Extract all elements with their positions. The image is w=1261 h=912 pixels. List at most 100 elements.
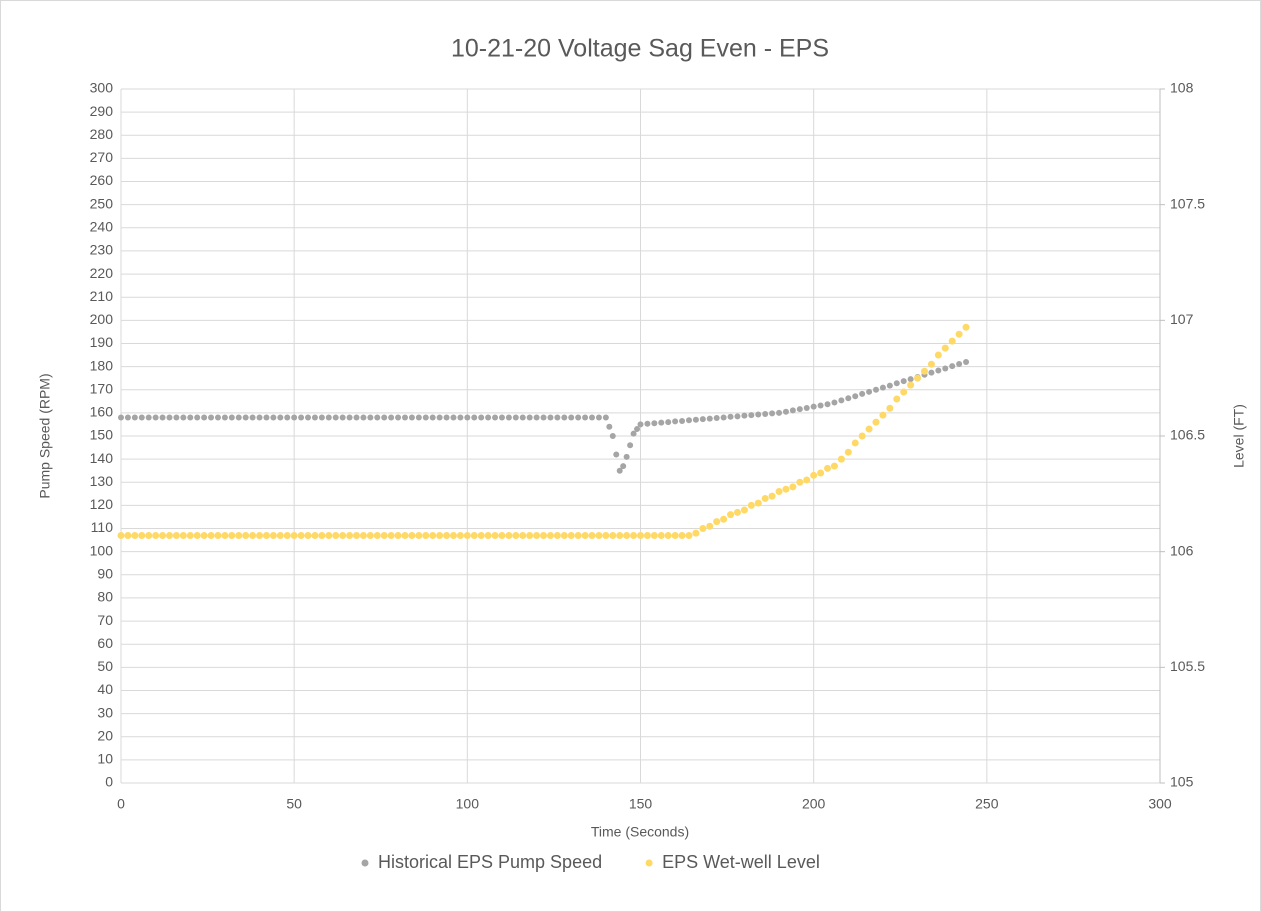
point — [713, 518, 721, 526]
point — [665, 419, 672, 426]
point — [408, 414, 415, 421]
point — [658, 419, 665, 426]
point — [138, 531, 146, 539]
point — [249, 531, 257, 539]
point — [567, 531, 575, 539]
point — [256, 531, 264, 539]
point — [803, 405, 810, 412]
point — [606, 423, 613, 430]
point — [830, 462, 838, 470]
point — [748, 412, 755, 419]
x-tick-label: 100 — [456, 796, 480, 812]
point — [817, 402, 824, 409]
point — [553, 531, 561, 539]
y2-tick-label: 107 — [1170, 311, 1194, 327]
point — [575, 414, 582, 421]
point — [145, 414, 152, 421]
point — [637, 421, 644, 428]
point — [408, 531, 416, 539]
point — [692, 416, 699, 423]
point — [962, 323, 970, 331]
point — [519, 531, 527, 539]
point — [858, 432, 866, 440]
point — [443, 531, 451, 539]
point — [706, 415, 713, 422]
point — [602, 414, 609, 421]
point — [401, 531, 409, 539]
y-tick-label: 130 — [90, 473, 114, 489]
point — [145, 531, 153, 539]
point — [900, 378, 907, 385]
y-tick-label: 280 — [90, 126, 114, 142]
point — [214, 414, 221, 421]
y-tick-label: 10 — [97, 751, 113, 767]
point — [789, 483, 797, 491]
point — [353, 414, 360, 421]
point — [630, 430, 637, 437]
point — [872, 418, 880, 426]
point — [907, 381, 915, 389]
point — [547, 414, 554, 421]
point — [927, 360, 935, 368]
point — [941, 344, 949, 352]
point — [560, 531, 568, 539]
point — [270, 414, 277, 421]
point — [824, 464, 832, 472]
point — [478, 414, 485, 421]
point — [734, 413, 741, 420]
point — [305, 414, 312, 421]
point — [526, 414, 533, 421]
point — [706, 522, 714, 530]
point — [214, 531, 222, 539]
point — [664, 531, 672, 539]
point — [117, 531, 125, 539]
point — [893, 380, 900, 387]
point — [172, 531, 180, 539]
point — [235, 531, 243, 539]
point — [623, 531, 631, 539]
point — [374, 414, 381, 421]
point — [512, 531, 520, 539]
point — [304, 531, 312, 539]
point — [436, 531, 444, 539]
y-tick-label: 40 — [97, 681, 113, 697]
point — [256, 414, 263, 421]
point — [588, 531, 596, 539]
point — [609, 433, 616, 439]
point — [602, 531, 610, 539]
point — [263, 414, 270, 421]
point — [727, 413, 734, 420]
point — [907, 376, 914, 383]
point — [948, 337, 956, 345]
point — [755, 411, 762, 418]
point — [900, 388, 908, 396]
point — [207, 531, 215, 539]
point — [963, 358, 970, 365]
point — [657, 531, 665, 539]
point — [810, 403, 817, 410]
point — [394, 531, 402, 539]
point — [284, 414, 291, 421]
point — [180, 414, 187, 421]
point — [733, 508, 741, 516]
point — [865, 425, 873, 433]
y-tick-label: 200 — [90, 311, 114, 327]
point — [381, 414, 388, 421]
point — [449, 531, 457, 539]
point — [519, 414, 526, 421]
y-tick-label: 210 — [90, 288, 114, 304]
point — [124, 531, 132, 539]
point — [166, 414, 173, 421]
point — [360, 414, 367, 421]
y-tick-label: 240 — [90, 219, 114, 235]
point — [138, 414, 145, 421]
point — [582, 414, 589, 421]
legend-marker — [645, 859, 653, 867]
point — [484, 531, 492, 539]
point — [332, 531, 340, 539]
y-tick-label: 30 — [97, 704, 113, 720]
point — [838, 397, 845, 404]
point — [318, 414, 325, 421]
y-tick-label: 180 — [90, 357, 114, 373]
y-tick-label: 260 — [90, 172, 114, 188]
